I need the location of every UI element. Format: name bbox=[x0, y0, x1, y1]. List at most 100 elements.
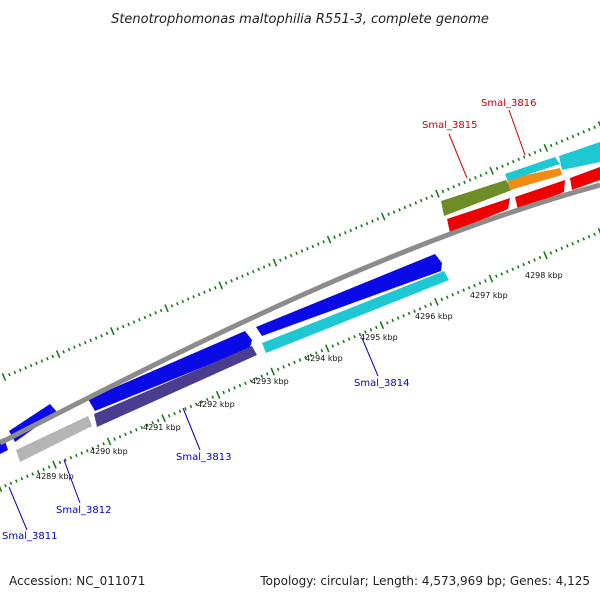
major-tick-mark bbox=[52, 460, 57, 469]
inner-tick-track bbox=[0, 228, 600, 492]
minor-tick-mark bbox=[244, 381, 247, 385]
minor-tick-mark bbox=[78, 343, 82, 347]
minor-tick-mark bbox=[511, 159, 515, 164]
major-tick-mark bbox=[324, 344, 330, 353]
major-tick-mark bbox=[543, 143, 549, 152]
minor-tick-mark bbox=[462, 288, 465, 292]
minor-tick-mark bbox=[315, 351, 318, 355]
leader-smal-3814 bbox=[361, 337, 379, 377]
minor-tick-mark bbox=[560, 246, 564, 250]
minor-tick-mark bbox=[148, 313, 152, 317]
minor-tick-mark bbox=[224, 281, 228, 285]
kbp-tick-label: 4298 kbp bbox=[525, 271, 563, 280]
minor-tick-mark bbox=[419, 198, 423, 203]
minor-tick-mark bbox=[533, 150, 537, 155]
minor-tick-mark bbox=[85, 449, 89, 453]
minor-tick-mark bbox=[91, 446, 95, 451]
minor-tick-mark bbox=[249, 379, 253, 383]
minor-tick-mark bbox=[418, 307, 422, 311]
feature-reverse-red-3[interactable] bbox=[570, 167, 600, 190]
feature-forward-blue-3[interactable] bbox=[88, 331, 252, 411]
minor-tick-mark bbox=[181, 299, 185, 304]
feature-smal-3816-block[interactable] bbox=[507, 168, 562, 190]
minor-tick-mark bbox=[167, 414, 171, 418]
outer-tick-track bbox=[1, 121, 600, 381]
minor-tick-mark bbox=[344, 230, 347, 235]
leader-smal-3811 bbox=[8, 486, 28, 531]
minor-tick-mark bbox=[451, 293, 455, 297]
feature-forward-cyan-top[interactable] bbox=[505, 157, 560, 181]
minor-tick-mark bbox=[413, 309, 416, 313]
feature-reverse-red-1[interactable] bbox=[447, 198, 510, 233]
minor-tick-mark bbox=[501, 164, 504, 168]
minor-tick-mark bbox=[516, 265, 520, 269]
gene-label-smal-3812[interactable]: Smal_3812 bbox=[56, 505, 111, 516]
minor-tick-mark bbox=[385, 321, 389, 325]
minor-tick-mark bbox=[364, 330, 367, 334]
minor-tick-mark bbox=[211, 395, 215, 399]
minor-tick-mark bbox=[64, 458, 67, 462]
minor-tick-mark bbox=[287, 362, 291, 367]
minor-tick-mark bbox=[322, 240, 325, 244]
feature-smal-3813-block[interactable] bbox=[94, 346, 257, 427]
minor-tick-mark bbox=[441, 189, 445, 194]
minor-tick-mark bbox=[205, 397, 209, 402]
minor-tick-mark bbox=[83, 340, 87, 345]
gene-label-smal-3814[interactable]: Smal_3814 bbox=[354, 378, 409, 389]
feature-forward-cyan-top-2[interactable] bbox=[559, 142, 600, 170]
feature-forward-blue-4[interactable] bbox=[256, 254, 442, 336]
gene-label-smal-3816[interactable]: Smal_3816 bbox=[481, 98, 536, 109]
minor-tick-mark bbox=[484, 171, 488, 175]
minor-tick-mark bbox=[121, 324, 125, 329]
gene-label-smal-3811[interactable]: Smal_3811 bbox=[2, 531, 57, 542]
leader-smal-3812 bbox=[63, 459, 81, 504]
kbp-tick-label: 4293 kbp bbox=[251, 377, 289, 386]
minor-tick-mark bbox=[124, 432, 127, 437]
minor-tick-mark bbox=[425, 196, 428, 201]
gene-label-smal-3813[interactable]: Smal_3813 bbox=[176, 452, 231, 463]
minor-tick-mark bbox=[156, 418, 160, 423]
minor-tick-mark bbox=[396, 316, 400, 320]
minor-tick-mark bbox=[429, 302, 433, 306]
major-tick-mark bbox=[270, 367, 276, 376]
minor-tick-mark bbox=[571, 134, 575, 139]
kbp-axis-labels: 4289 kbp 4290 kbp 4291 kbp 4292 kbp 4293… bbox=[36, 271, 563, 481]
leader-smal-3815 bbox=[448, 133, 468, 179]
minor-tick-mark bbox=[20, 476, 24, 481]
minor-tick-mark bbox=[268, 263, 271, 267]
minor-tick-mark bbox=[587, 127, 591, 132]
feature-smal-3815-block[interactable] bbox=[441, 180, 512, 216]
feature-smal-3812-block[interactable] bbox=[16, 416, 92, 462]
minor-tick-mark bbox=[189, 404, 193, 409]
minor-tick-mark bbox=[69, 456, 73, 460]
minor-tick-mark bbox=[522, 262, 525, 267]
minor-tick-mark bbox=[67, 347, 71, 352]
minor-tick-mark bbox=[262, 265, 266, 269]
minor-tick-mark bbox=[571, 241, 575, 246]
major-tick-mark bbox=[326, 235, 332, 244]
major-tick-mark bbox=[1, 373, 7, 381]
minor-tick-mark bbox=[113, 437, 116, 441]
minor-tick-mark bbox=[500, 272, 504, 276]
major-tick-mark bbox=[597, 121, 600, 128]
kbp-tick-label: 4296 kbp bbox=[415, 312, 453, 321]
feature-reverse-red-2[interactable] bbox=[515, 180, 565, 210]
kbp-tick-label: 4297 kbp bbox=[470, 291, 508, 300]
minor-tick-mark bbox=[138, 318, 141, 322]
gene-label-smal-3815[interactable]: Smal_3815 bbox=[422, 120, 477, 131]
minor-tick-mark bbox=[424, 304, 427, 309]
genome-summary-text: Topology: circular; Length: 4,573,969 bp… bbox=[260, 574, 590, 588]
minor-tick-mark bbox=[414, 201, 418, 205]
minor-tick-mark bbox=[284, 256, 288, 260]
inner-strand-features bbox=[16, 142, 600, 462]
minor-tick-mark bbox=[58, 460, 62, 465]
major-tick-mark bbox=[272, 258, 278, 267]
minor-tick-mark bbox=[40, 359, 44, 363]
minor-tick-mark bbox=[200, 400, 204, 404]
minor-tick-mark bbox=[391, 318, 395, 323]
minor-tick-mark bbox=[478, 281, 482, 285]
minor-tick-mark bbox=[195, 402, 198, 406]
feature-smal-3814-block[interactable] bbox=[262, 271, 449, 353]
